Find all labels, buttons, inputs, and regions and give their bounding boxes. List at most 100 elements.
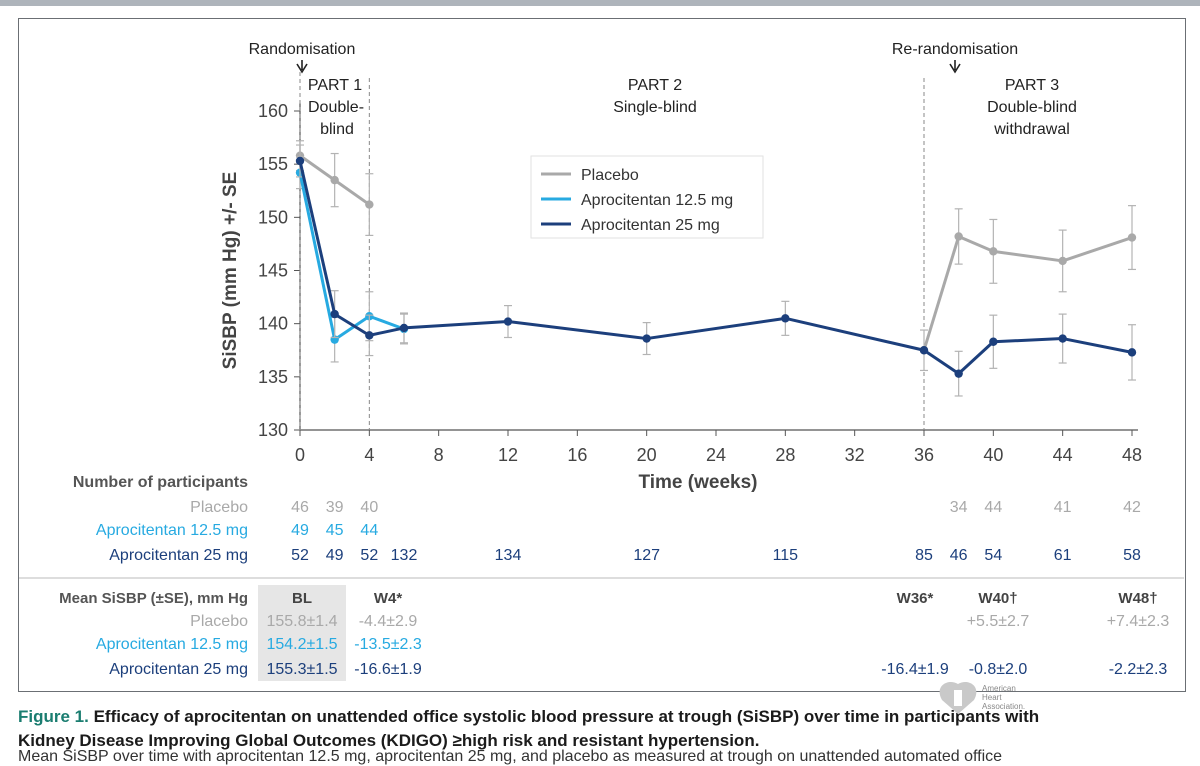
- summary-value: -16.6±1.9: [354, 661, 422, 678]
- participants-row-label: Placebo: [190, 499, 248, 516]
- y-tick-label: 160: [258, 101, 288, 121]
- part3-label: PART 3: [1005, 77, 1059, 94]
- data-point: [330, 175, 339, 185]
- logo-line-3: Association.: [982, 702, 1026, 711]
- data-point: [295, 156, 305, 166]
- summary-value: -0.8±2.0: [969, 661, 1028, 678]
- summary-value: 155.3±1.5: [266, 661, 337, 678]
- series-line-segment: [507, 320, 647, 341]
- summary-row-label: Aprocitentan 25 mg: [109, 661, 248, 678]
- aha-logo-text: American Heart Association.: [982, 684, 1042, 711]
- series-line-segment: [403, 320, 509, 330]
- summary-column-header: BL: [292, 590, 312, 607]
- caption-line-3: Mean SiSBP over time with aprocitentan 1…: [18, 748, 1003, 765]
- y-axis-label: SiSBP (mm Hg) +/- SE: [220, 172, 241, 370]
- series-line-segment: [298, 160, 337, 315]
- participant-count: 46: [291, 499, 309, 516]
- x-tick-label: 36: [914, 445, 934, 465]
- part1-label: PART 1: [308, 77, 362, 94]
- series-line-segment: [922, 236, 961, 351]
- data-point: [330, 309, 339, 319]
- participant-count: 49: [291, 522, 309, 539]
- figure-frame: [18, 18, 1186, 692]
- x-tick-label: 44: [1053, 445, 1073, 465]
- series-line-segment: [646, 316, 786, 341]
- participant-count: 44: [360, 522, 378, 539]
- x-tick-label: 20: [637, 445, 657, 465]
- baseline-column-highlight: [258, 585, 346, 681]
- participant-count: 52: [291, 547, 309, 564]
- caption-line-1-text: Efficacy of aprocitentan on unattended o…: [88, 707, 1040, 726]
- participant-count: 61: [1054, 547, 1072, 564]
- series-line-segment: [1062, 236, 1133, 263]
- legend-entry: Aprocitentan 12.5 mg: [581, 192, 733, 209]
- participant-count: 34: [950, 499, 968, 516]
- data-point: [1127, 233, 1137, 242]
- randomisation-annotation: Randomisation: [249, 41, 356, 58]
- series-line-segment: [368, 314, 405, 331]
- summary-row-label: Aprocitentan 12.5 mg: [96, 636, 248, 653]
- participants-header: Number of participants: [73, 474, 248, 491]
- x-tick-label: 28: [775, 445, 795, 465]
- series-line-segment: [299, 154, 336, 182]
- participant-count: 58: [1123, 547, 1141, 564]
- x-axis-label: Time (weeks): [639, 472, 758, 493]
- summary-value: -2.2±2.3: [1109, 661, 1168, 678]
- y-tick-label: 130: [258, 420, 288, 440]
- data-point: [399, 323, 409, 333]
- summary-value: 155.8±1.4: [266, 613, 337, 630]
- participant-count: 44: [984, 499, 1002, 516]
- summary-value: -4.4±2.9: [359, 613, 418, 630]
- participant-count: 52: [360, 547, 378, 564]
- data-point: [954, 369, 963, 378]
- series-line-segment: [333, 178, 371, 206]
- data-point: [365, 200, 374, 209]
- x-tick-label: 16: [567, 445, 587, 465]
- figure-label: Figure 1.: [18, 707, 89, 726]
- series-line-segment: [993, 249, 1063, 263]
- participant-count: 127: [633, 547, 660, 564]
- part2-sublabel: Single-blind: [613, 99, 697, 116]
- rerandomisation-arrow-icon: [949, 60, 961, 74]
- series-line-segment: [957, 340, 995, 375]
- summary-column-header: W4*: [374, 590, 403, 607]
- data-point: [365, 331, 374, 340]
- participants-row-label: Aprocitentan 12.5 mg: [96, 522, 248, 539]
- aha-logo-icon: [939, 681, 977, 714]
- participants-row-label: Aprocitentan 25 mg: [109, 547, 248, 564]
- x-tick-label: 40: [983, 445, 1003, 465]
- data-point: [781, 314, 790, 323]
- summary-column-header: W36*: [897, 590, 934, 607]
- series-line-segment: [784, 316, 925, 352]
- y-tick-label: 150: [258, 207, 288, 227]
- data-point: [1058, 334, 1067, 343]
- x-tick-label: 4: [364, 445, 374, 465]
- logo-line-1: American: [982, 684, 1016, 693]
- part1-sublabel: Double-: [308, 99, 364, 116]
- participant-count: 85: [915, 547, 933, 564]
- data-point: [503, 317, 513, 326]
- summary-header: Mean SiSBP (±SE), mm Hg: [59, 590, 248, 607]
- data-point: [919, 346, 929, 355]
- series-line-segment: [333, 314, 371, 341]
- data-point: [989, 337, 998, 346]
- participant-count: 46: [950, 547, 968, 564]
- top-rule: [0, 0, 1200, 6]
- x-tick-label: 48: [1122, 445, 1142, 465]
- data-point: [1127, 348, 1137, 357]
- summary-value: 154.2±1.5: [266, 636, 337, 653]
- participant-count: 39: [326, 499, 344, 516]
- x-tick-label: 8: [434, 445, 444, 465]
- part3-sublabel: withdrawal: [993, 121, 1070, 138]
- series-line-segment: [298, 172, 337, 340]
- summary-value: +7.4±2.3: [1107, 613, 1170, 630]
- participant-count: 134: [495, 547, 522, 564]
- participant-count: 54: [984, 547, 1002, 564]
- legend-entry: Aprocitentan 25 mg: [581, 217, 720, 234]
- y-tick-label: 135: [258, 367, 288, 387]
- participant-count: 115: [773, 547, 799, 564]
- summary-column-header: W40†: [978, 590, 1017, 607]
- summary-column-header: W48†: [1118, 590, 1157, 607]
- data-point: [954, 232, 963, 241]
